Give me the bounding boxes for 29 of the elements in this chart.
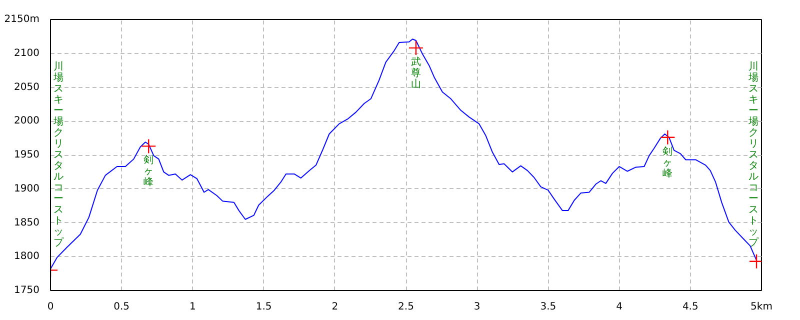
- x-tick-label: 2.5: [398, 302, 414, 312]
- point: [408, 40, 424, 56]
- y-tick-label: 1950: [14, 150, 40, 160]
- line-series: [50, 38, 758, 270]
- text: 川場スキー場クリスタルコーストップ: [748, 62, 758, 248]
- y-tick-label: 1750: [14, 285, 40, 296]
- y-tick-label: 2000: [14, 116, 40, 127]
- x-tick-label: 0.5: [114, 302, 130, 312]
- y-tick-label: 2150m: [4, 14, 40, 25]
- x-tick-label: 4: [616, 302, 622, 312]
- annotation: 剣ヶ峰: [144, 154, 154, 188]
- point: [141, 138, 156, 154]
- y-tick-label: 1900: [14, 183, 40, 194]
- annotation: 剣ヶ峰: [662, 145, 673, 180]
- x-tick-label: 3.5: [540, 302, 556, 312]
- x-tick-label: 0: [47, 302, 54, 312]
- x-tick-label: 1: [190, 302, 196, 312]
- annotation: 武尊山: [410, 56, 421, 90]
- x-tick-label: 2: [332, 302, 338, 312]
- x-tick-label: 3: [474, 302, 480, 312]
- text: 川場スキー場クリスタルコーストップ: [54, 62, 64, 248]
- point: [660, 130, 676, 145]
- x-tick-label: 5km: [750, 302, 772, 312]
- y-tick-label: 2100: [14, 48, 40, 59]
- y-tick-label: 1850: [14, 217, 40, 228]
- x-tick-label: 4.5: [682, 302, 698, 312]
- x-tick-label: 1.5: [256, 302, 272, 312]
- y-tick-label: 1800: [14, 251, 40, 262]
- y-tick-label: 2050: [14, 82, 40, 93]
